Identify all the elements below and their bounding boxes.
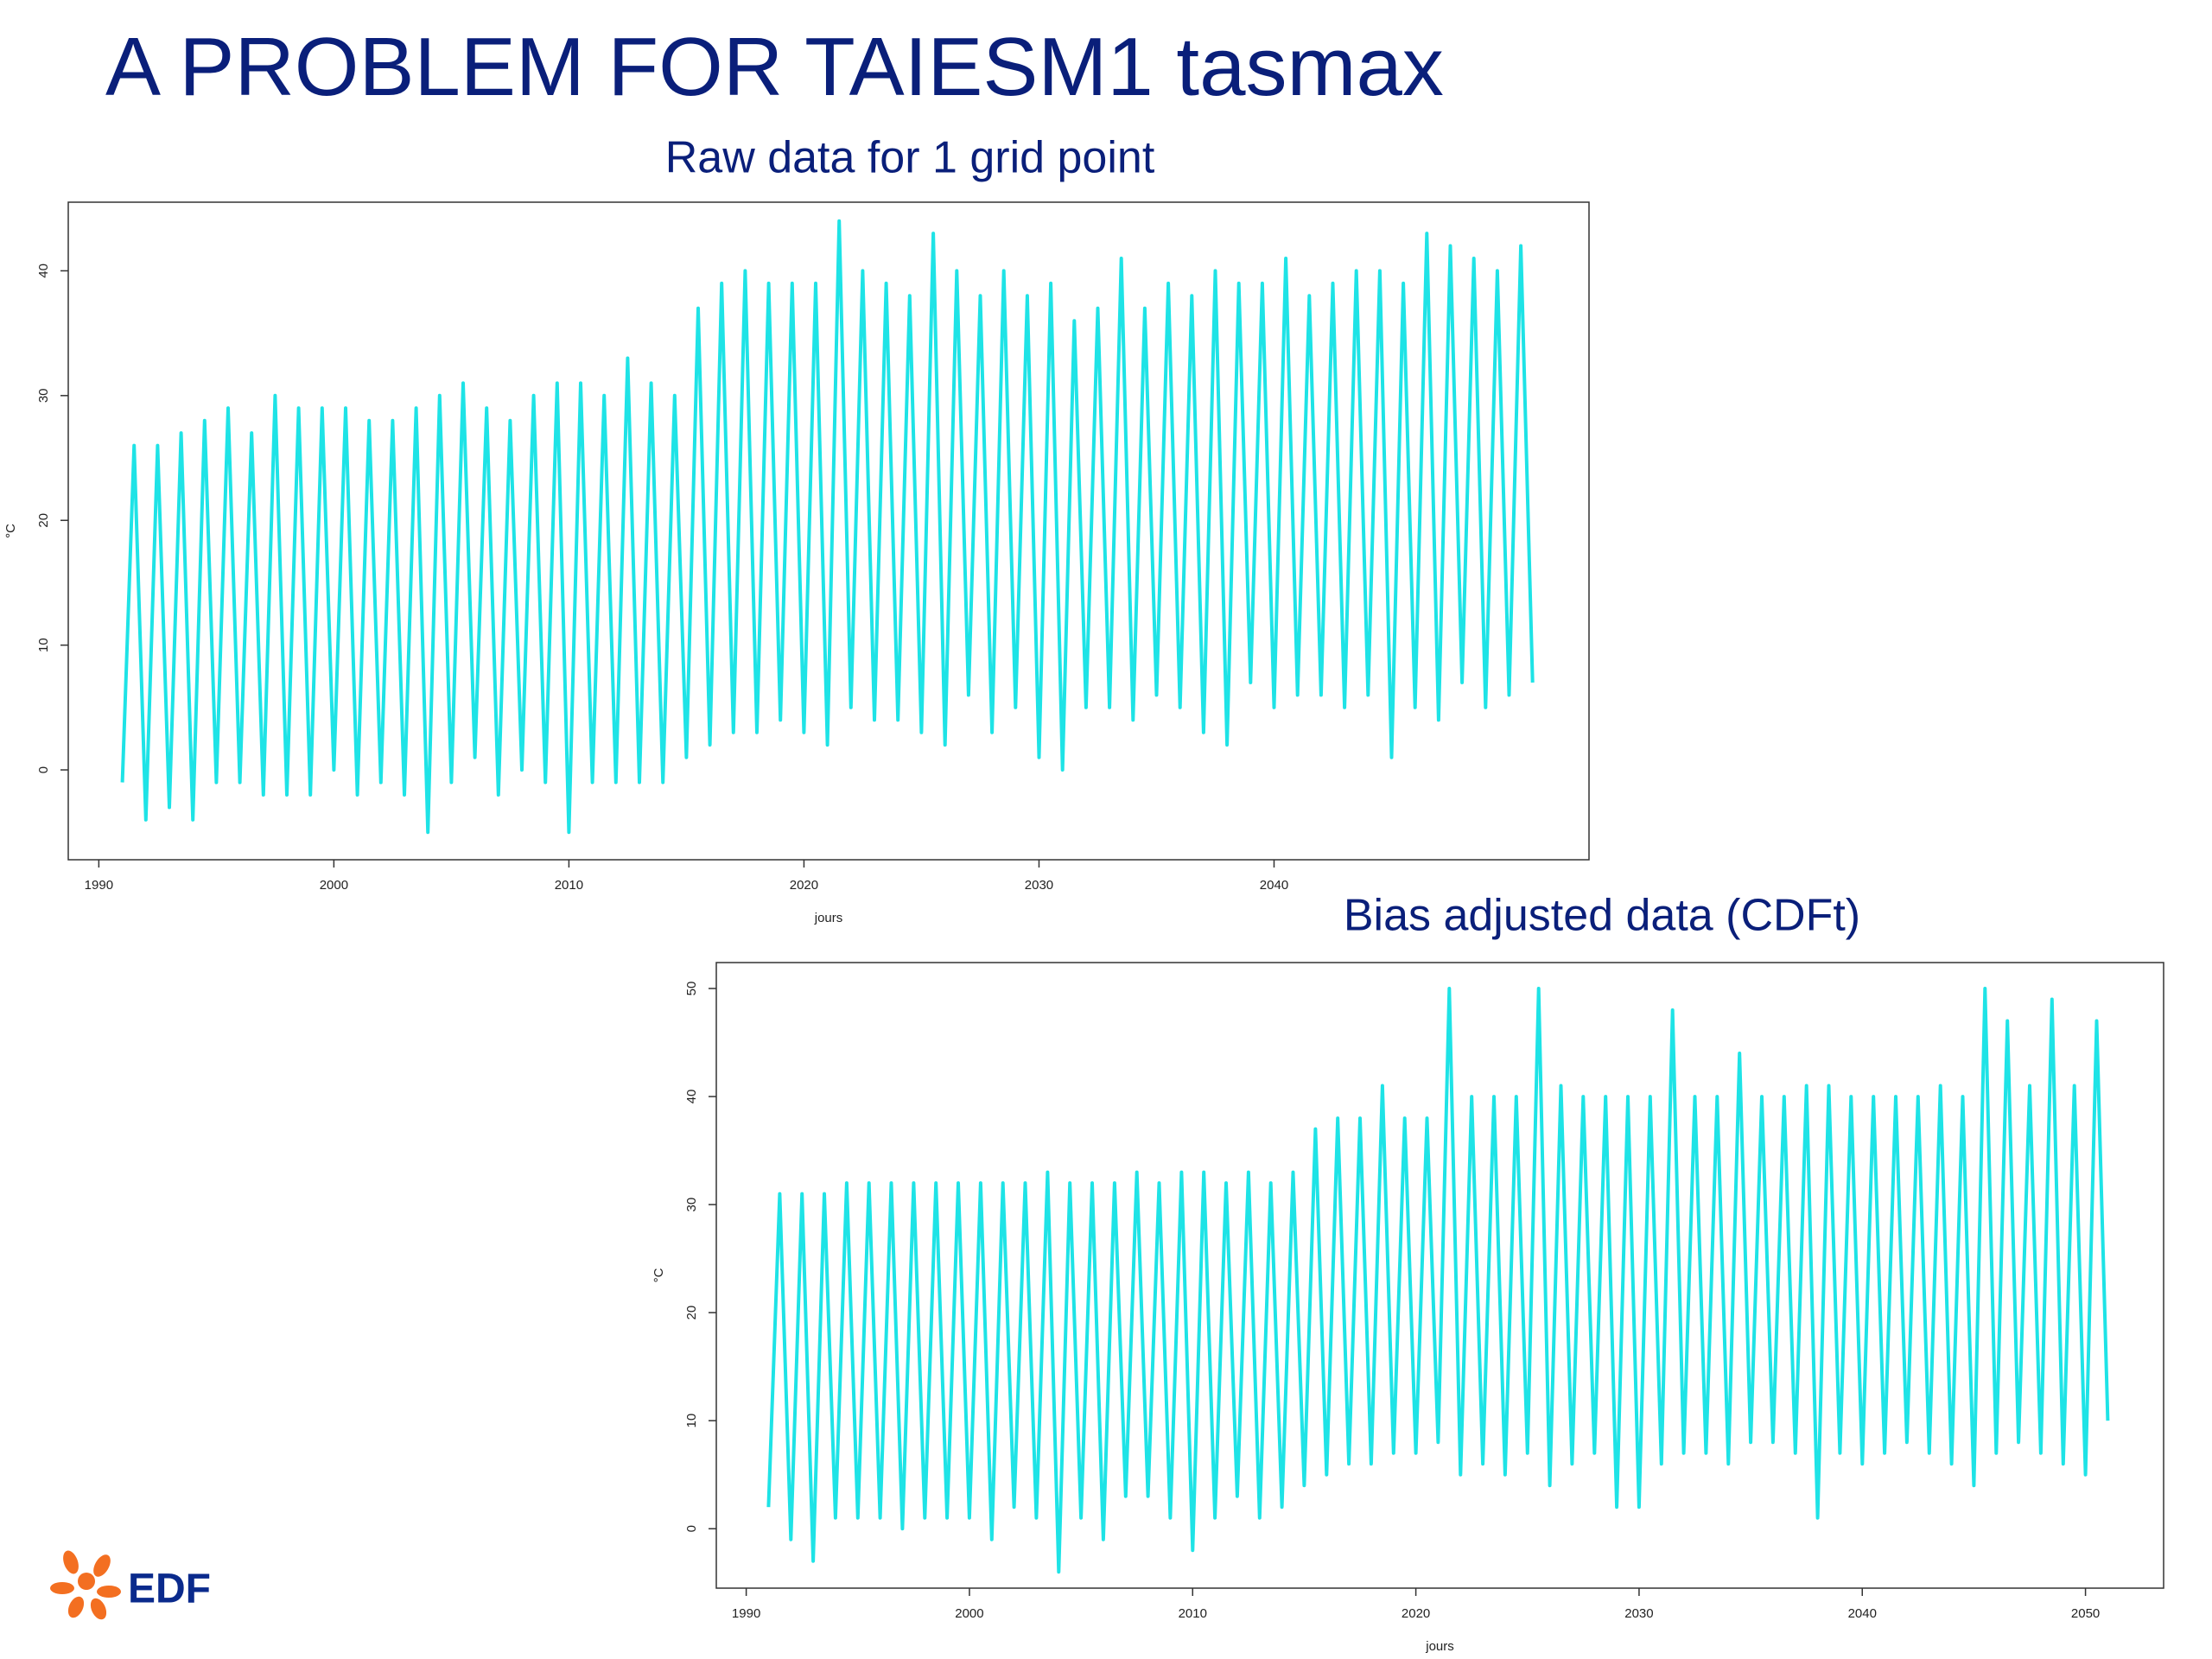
plot-frame (715, 962, 2164, 1589)
y-tick-label: 40 (684, 1090, 699, 1104)
y-tick-label: 20 (684, 1306, 699, 1320)
x-axis-label: jours (1425, 1639, 1454, 1654)
x-tick-label: 2020 (1402, 1606, 1430, 1621)
y-tick-label: 10 (684, 1414, 699, 1428)
edf-logo: EDF (50, 1550, 211, 1620)
y-tick-label: 0 (684, 1525, 699, 1532)
chart-title: Bias adjusted data (CDFt) (1344, 891, 1860, 941)
x-tick-label: 2030 (1025, 878, 1053, 893)
data-line (120, 219, 1535, 835)
plot-frame (67, 201, 1590, 861)
x-tick-label: 2040 (1848, 1606, 1877, 1621)
y-tick-label: 20 (36, 513, 51, 528)
x-tick-label: 2020 (790, 878, 818, 893)
x-tick-label: 2050 (2071, 1606, 2100, 1621)
data-line (766, 987, 2110, 1574)
logo-text: EDF (128, 1567, 211, 1612)
x-tick-label: 2010 (555, 878, 583, 893)
slide-title: A PROBLEM FOR TAIESM1 tasmax (105, 21, 1444, 113)
x-tick-label: 2000 (320, 878, 348, 893)
x-tick-label: 2010 (1179, 1606, 1207, 1621)
y-tick-label: 30 (684, 1198, 699, 1212)
x-tick-label: 1990 (732, 1606, 760, 1621)
y-tick-label: 40 (36, 264, 51, 278)
y-tick-label: 10 (36, 638, 51, 652)
y-axis-label: °C (3, 524, 18, 538)
chart-title: Raw data for 1 grid point (665, 133, 1155, 183)
x-tick-label: 2030 (1624, 1606, 1653, 1621)
x-tick-label: 1990 (85, 878, 113, 893)
x-axis-label: jours (814, 911, 843, 925)
y-tick-label: 50 (684, 982, 699, 996)
x-tick-label: 2000 (955, 1606, 983, 1621)
x-tick-label: 2040 (1260, 878, 1288, 893)
y-tick-label: 30 (36, 388, 51, 403)
y-axis-label: °C (652, 1268, 666, 1282)
y-tick-label: 0 (36, 766, 51, 773)
